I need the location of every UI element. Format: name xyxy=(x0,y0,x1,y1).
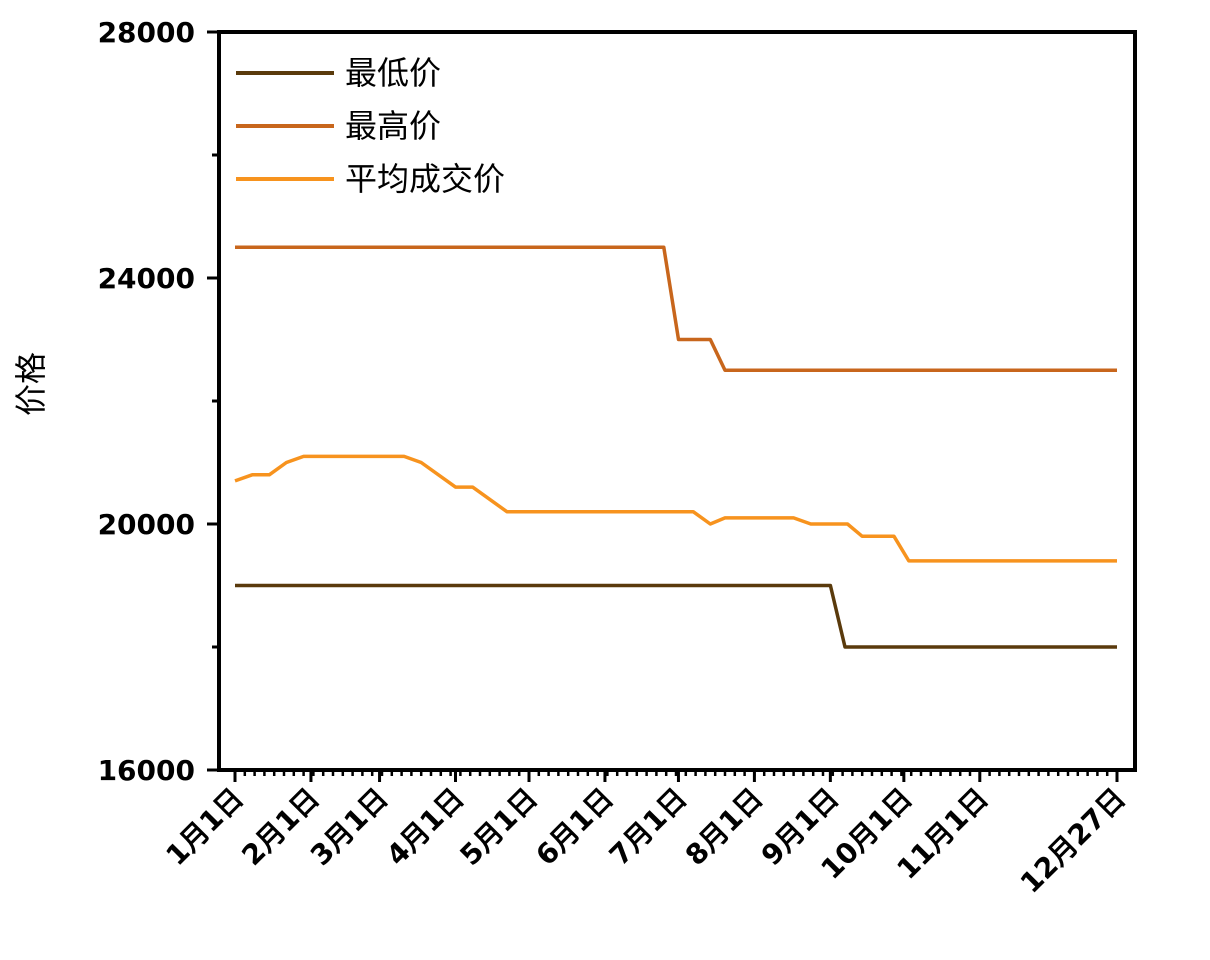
x-tick-label: 12月27日 xyxy=(1014,782,1132,900)
x-tick-label: 6月1日 xyxy=(529,782,619,872)
x-tick-label: 4月1日 xyxy=(380,782,470,872)
x-tick-label: 5月1日 xyxy=(453,782,543,872)
legend-label: 平均成交价 xyxy=(345,160,505,198)
legend-label: 最高价 xyxy=(345,107,441,145)
series-line xyxy=(235,247,1117,370)
series-layer xyxy=(235,247,1117,647)
y-axis-title: 价格 xyxy=(12,352,50,416)
x-tick-label: 2月1日 xyxy=(235,782,325,872)
legend-label: 最低价 xyxy=(345,54,441,92)
series-3 xyxy=(235,456,1117,561)
y-tick-label: 20000 xyxy=(98,508,195,541)
series-line xyxy=(235,456,1117,561)
x-tick-label: 7月1日 xyxy=(603,782,693,872)
series-2 xyxy=(235,247,1117,370)
x-tick-label: 1月1日 xyxy=(159,782,249,872)
y-tick-label: 24000 xyxy=(98,262,195,295)
y-tick-label: 16000 xyxy=(98,754,195,787)
ticks-layer: 16000 20000 24000 28000 1月1日2月1日3月1日4月1日5月1日… xyxy=(98,16,1132,900)
x-tick-label: 8月1日 xyxy=(679,782,769,872)
y-tick-label: 28000 xyxy=(98,16,195,49)
series-1 xyxy=(235,585,1117,647)
x-tick-label: 3月1日 xyxy=(304,782,394,872)
series-line xyxy=(235,586,1117,648)
